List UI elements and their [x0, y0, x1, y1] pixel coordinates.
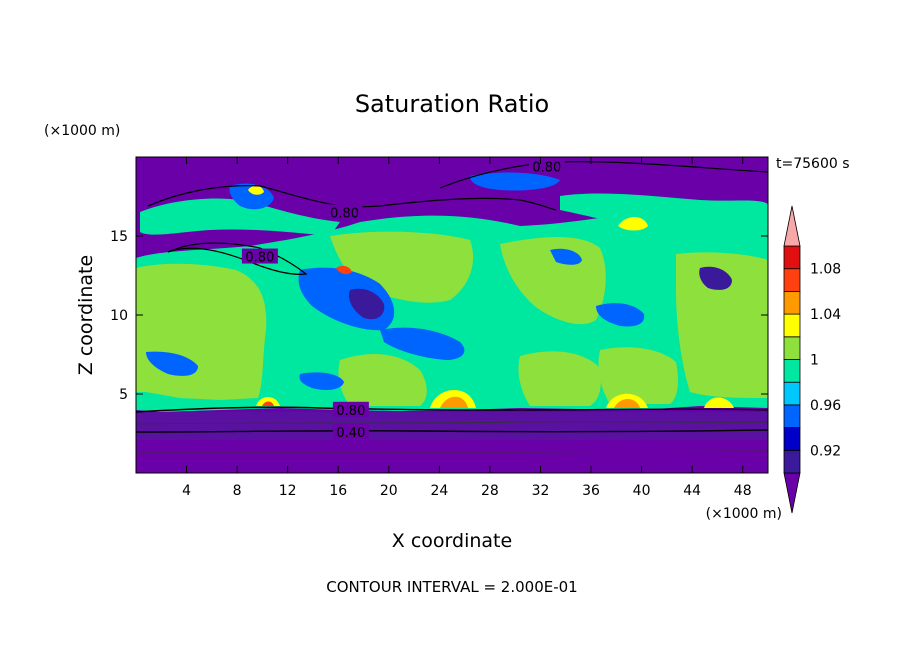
y-unit-label: (×1000 m): [44, 123, 120, 139]
dark-pocket-1: [348, 288, 385, 320]
colorbar-segment: [783, 268, 801, 292]
x-tick-label: 28: [481, 483, 499, 499]
warm-spot-6: [248, 185, 264, 195]
contour-label-bg: [241, 248, 278, 264]
contour-field: [136, 157, 768, 473]
warm-spot-5: [618, 217, 648, 231]
contour-line-thin-1: [136, 421, 768, 425]
y-tick-label: 15: [110, 229, 128, 245]
x-tick-label: 44: [683, 483, 701, 499]
contour-line-080-upper: [147, 185, 557, 211]
green-region-lower3: [598, 347, 678, 404]
x-tick-label: 8: [233, 483, 242, 499]
y-tick-label: 5: [119, 387, 128, 403]
blue-pocket-top: [470, 172, 560, 191]
contour-labels: 0.80 0.80 0.80 0.80 0.40: [241, 158, 565, 441]
colorbar: 0.92 0.96 1 1.04 1.08: [783, 205, 841, 514]
colorbar-segment: [783, 313, 801, 338]
contour-label: 0.80: [532, 160, 561, 175]
contour-line-080-middle: [167, 242, 308, 275]
low-layer-band: [136, 412, 768, 440]
blue-pocket-4: [550, 248, 582, 265]
green-region-left: [136, 263, 267, 400]
blue-pocket-5: [146, 351, 198, 376]
contour-label: 0.80: [336, 404, 365, 419]
dark-pocket-2: [699, 266, 732, 290]
x-axis: 4 8 12 16 20 24 28 32 36 40 44 48: [182, 157, 752, 499]
colorbar-segment: [783, 449, 801, 474]
green-region-lower2: [518, 351, 601, 406]
colorbar-segment: [783, 290, 801, 315]
colorbar-segment: [783, 245, 801, 270]
contour-label: 0.80: [330, 206, 359, 221]
x-axis-label: X coordinate: [392, 530, 512, 552]
colorbar-segment: [783, 381, 801, 406]
green-region-right: [676, 252, 768, 398]
contour-line-080-top: [439, 161, 768, 189]
warm-spot-7: [336, 265, 352, 275]
x-tick-label: 48: [734, 483, 752, 499]
warm-spot-4: [256, 397, 280, 406]
y-tick-label: 10: [110, 308, 128, 324]
y-axis: 5 10 15: [110, 229, 768, 403]
x-tick-label: 20: [380, 483, 398, 499]
chart-title: Saturation Ratio: [355, 90, 549, 118]
y-axis-label: Z coordinate: [75, 255, 97, 375]
warm-spot-4-core: [262, 401, 274, 406]
warm-spot-1-core: [440, 396, 468, 408]
x-tick-label: 40: [633, 483, 651, 499]
x-tick-label: 12: [279, 483, 297, 499]
contour-label-bg: [332, 401, 369, 417]
cyan-top-right: [560, 193, 768, 231]
colorbar-over-arrow: [783, 205, 801, 247]
colorbar-segment: [783, 404, 801, 428]
x-unit-label: (×1000 m): [706, 506, 782, 522]
colorbar-segment: [783, 359, 801, 383]
contour-line-080-lower: [136, 406, 768, 413]
contour-label-bg: [528, 158, 565, 174]
x-tick-label: 4: [182, 483, 191, 499]
x-tick-label: 32: [532, 483, 550, 499]
colorbar-tick-label: 0.96: [810, 398, 841, 414]
contour-line-thin-2: [136, 450, 768, 453]
contour-interval-footer: CONTOUR INTERVAL = 2.000E-01: [326, 578, 577, 596]
blue-pocket-6: [299, 372, 344, 390]
green-region-lower1: [338, 354, 427, 406]
colorbar-under-arrow: [783, 472, 801, 514]
contour-label-bg: [332, 423, 369, 439]
colorbar-tick-label: 1.04: [810, 307, 841, 323]
warm-spot-3: [704, 397, 734, 408]
colorbar-tick-label: 0.92: [810, 443, 841, 459]
blue-pocket-3: [596, 303, 645, 327]
x-tick-label: 16: [329, 483, 347, 499]
colorbar-segment: [783, 427, 801, 451]
contour-label-bg: [326, 204, 363, 220]
colorbar-segment: [783, 336, 801, 360]
contour-line-040: [136, 429, 768, 433]
colorbar-tick-label: 1: [810, 353, 819, 369]
x-tick-label: 36: [582, 483, 600, 499]
contour-label: 0.80: [245, 251, 274, 266]
time-label: t=75600 s: [776, 156, 850, 172]
contour-label: 0.40: [336, 426, 365, 441]
blue-pocket-2: [380, 327, 465, 360]
x-tick-label: 24: [430, 483, 448, 499]
warm-spot-2-core: [614, 399, 640, 408]
colorbar-tick-label: 1.08: [810, 262, 841, 278]
cyan-top-bands: [140, 198, 340, 236]
